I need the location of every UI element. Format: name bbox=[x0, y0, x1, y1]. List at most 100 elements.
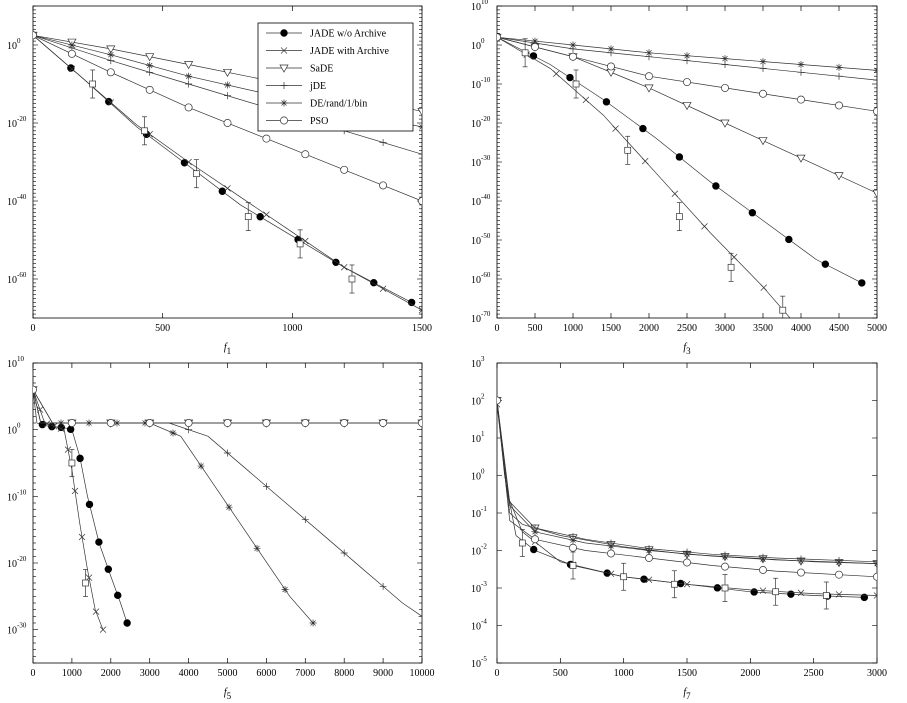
data-point bbox=[759, 64, 767, 72]
data-point bbox=[639, 124, 647, 133]
data-point bbox=[582, 96, 590, 104]
data-point bbox=[379, 181, 388, 190]
box-marker bbox=[296, 240, 304, 248]
data-point bbox=[107, 57, 115, 65]
data-point bbox=[569, 543, 577, 552]
data-point bbox=[835, 101, 843, 110]
legend-label: JADE with Archive bbox=[310, 46, 389, 57]
legend-marker bbox=[280, 99, 288, 107]
x-tick-label: 500 bbox=[528, 323, 543, 334]
data-point bbox=[553, 70, 560, 77]
x-tick-label: 10000 bbox=[410, 668, 435, 679]
data-point bbox=[873, 560, 877, 568]
data-point bbox=[835, 558, 843, 566]
data-point bbox=[301, 516, 309, 524]
series-line-5 bbox=[497, 400, 877, 564]
data-point bbox=[67, 49, 76, 58]
x-tick-label: 2000 bbox=[101, 668, 121, 679]
data-point bbox=[530, 545, 538, 554]
x-tick-label: 1000 bbox=[614, 668, 634, 679]
data-point bbox=[834, 172, 844, 181]
data-point bbox=[569, 536, 577, 544]
data-point bbox=[682, 102, 692, 111]
x-tick-label: 1500 bbox=[412, 323, 432, 334]
data-point bbox=[730, 253, 738, 261]
x-tick-label: 0 bbox=[31, 323, 36, 334]
x-tick-label: 1500 bbox=[677, 668, 697, 679]
x-tick-label: 3000 bbox=[715, 323, 735, 334]
data-point bbox=[644, 84, 654, 93]
series-line-2 bbox=[33, 35, 422, 311]
data-point bbox=[85, 500, 94, 509]
data-point bbox=[675, 153, 684, 161]
data-point bbox=[78, 533, 86, 541]
data-point bbox=[184, 103, 193, 112]
data-point bbox=[218, 187, 227, 195]
box-marker bbox=[620, 573, 628, 581]
data-point bbox=[262, 134, 271, 143]
data-point bbox=[145, 419, 154, 427]
x-tick-label: 500 bbox=[155, 323, 170, 334]
series-group bbox=[33, 385, 422, 633]
data-point bbox=[797, 589, 805, 597]
box-marker bbox=[624, 146, 632, 154]
x-tick-label: 1000 bbox=[282, 323, 302, 334]
y-tick-label: 10-4 bbox=[471, 618, 487, 633]
x-tick-label: 0 bbox=[31, 668, 36, 679]
data-point bbox=[185, 158, 192, 166]
data-point bbox=[612, 125, 619, 132]
x-axis-label: f3 bbox=[683, 342, 691, 356]
data-point bbox=[76, 454, 84, 463]
y-tick-label: 10-60 bbox=[471, 271, 491, 286]
y-tick-label: 1010 bbox=[471, 0, 489, 13]
data-point bbox=[169, 429, 177, 437]
y-tick-label: 100 bbox=[471, 468, 485, 483]
data-point bbox=[224, 92, 231, 100]
data-point bbox=[223, 119, 232, 127]
data-point bbox=[50, 422, 58, 430]
data-point bbox=[873, 66, 877, 74]
data-point bbox=[99, 626, 107, 633]
data-point bbox=[645, 576, 653, 583]
data-point bbox=[759, 89, 767, 98]
box-marker bbox=[569, 562, 577, 569]
data-point bbox=[146, 61, 154, 69]
x-tick-label: 500 bbox=[553, 668, 568, 679]
box-marker bbox=[141, 127, 148, 135]
x-tick-label: 0 bbox=[495, 323, 500, 334]
data-point bbox=[185, 80, 193, 88]
data-point bbox=[223, 419, 232, 427]
y-tick-label: 10-60 bbox=[7, 271, 27, 286]
data-point bbox=[797, 68, 805, 76]
box-marker bbox=[779, 306, 787, 314]
data-point bbox=[835, 72, 843, 80]
x-tick-label: 1500 bbox=[601, 323, 621, 334]
legend-label: JADE w/o Archive bbox=[310, 29, 387, 40]
x-tick-label: 8000 bbox=[334, 668, 354, 679]
data-point bbox=[57, 425, 65, 432]
data-point bbox=[721, 55, 729, 63]
data-point bbox=[185, 72, 193, 80]
data-point bbox=[758, 137, 768, 146]
box-marker bbox=[676, 213, 683, 220]
data-point bbox=[184, 419, 193, 427]
data-point bbox=[104, 565, 113, 573]
series-line-3 bbox=[33, 389, 422, 424]
data-point bbox=[835, 63, 843, 71]
x-tick-label: 2000 bbox=[740, 668, 760, 679]
data-point bbox=[105, 97, 113, 106]
data-point bbox=[146, 68, 154, 76]
data-point bbox=[262, 419, 271, 427]
data-point bbox=[33, 31, 37, 40]
data-point bbox=[379, 419, 388, 427]
data-point bbox=[185, 426, 193, 434]
data-point bbox=[224, 449, 231, 457]
x-tick-label: 4500 bbox=[829, 323, 849, 334]
chart-panel-4: 0 500 1000 1500 2000 2500 3000 103 102 101 100 10-1… bbox=[471, 355, 887, 701]
data-point bbox=[858, 279, 866, 287]
legend-label: SaDE bbox=[310, 64, 333, 75]
data-point bbox=[873, 572, 877, 581]
data-point bbox=[301, 419, 310, 427]
y-tick-label: 102 bbox=[471, 393, 485, 408]
